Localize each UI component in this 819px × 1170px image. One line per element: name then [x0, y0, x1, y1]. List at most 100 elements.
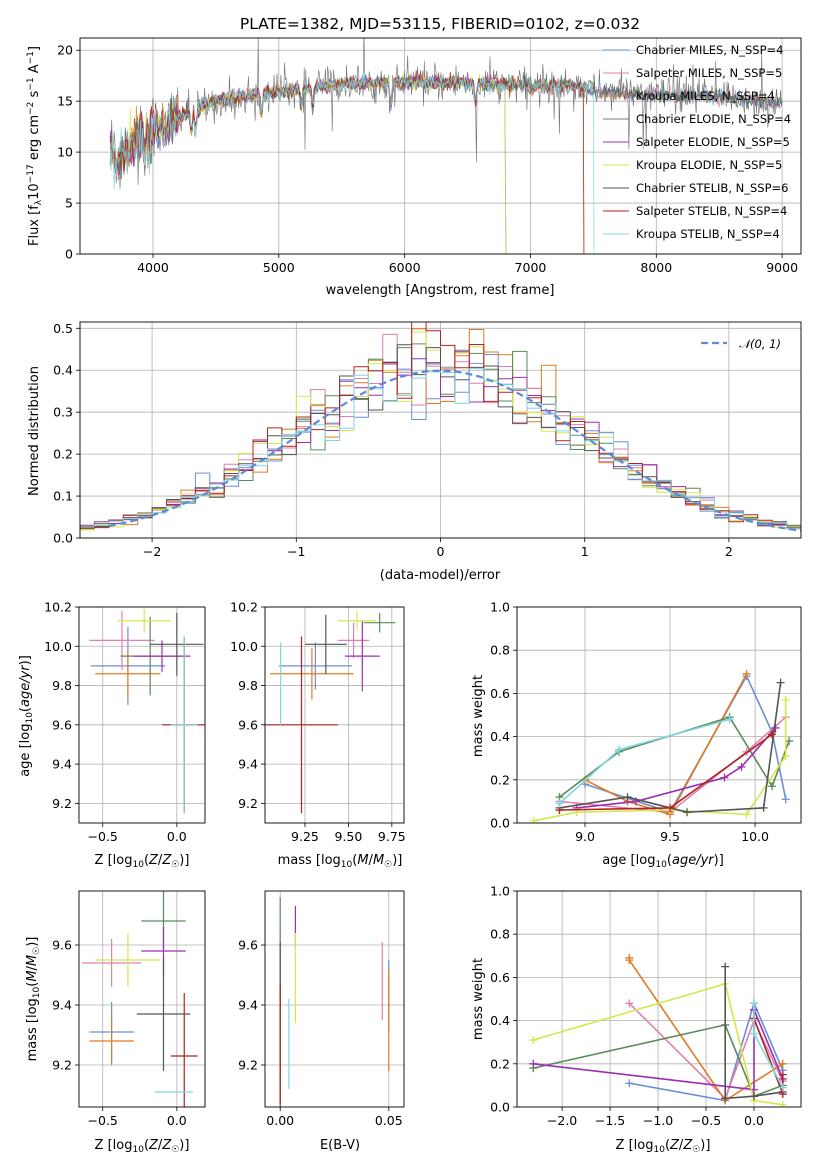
x-tick-label: −1 [287, 544, 305, 559]
x-tick-label: 0.0 [167, 829, 187, 844]
x-tick-label: 0.0 [744, 1113, 764, 1128]
mass-weight-vs-metallicity-panel: −2.0 −1.5 −1.0 −0.5 0.0 0.0 0.2 0.4 0.6 0.8 1.0 [490, 884, 802, 1128]
y-tick-label: 0.5 [53, 321, 73, 336]
x-tick-label: 9.50 [334, 829, 362, 844]
y-tick-label: 0.6 [490, 686, 510, 701]
mass-weight-marker [737, 762, 746, 771]
mass-weight-marker [529, 1036, 538, 1045]
mass-weight-marker [623, 793, 632, 802]
mass-weight-series-line [576, 727, 777, 809]
mass-weight-marker [778, 1070, 787, 1079]
mass-weight-marker [778, 1100, 787, 1107]
mass-weight-marker [615, 745, 624, 754]
spectrum-panel: 4000 5000 6000 7000 8000 9000 0 5 10 15 20 Chabrier… [57, 37, 802, 275]
residual-histogram [80, 368, 801, 538]
y-tick-label: 10.2 [230, 600, 258, 615]
y-tick-label: 9.4 [52, 998, 72, 1013]
mass-vs-EBV-xlabel: E(B-V) [320, 1138, 360, 1153]
mass-weight-vs-age-xlabel: age [log10(age/yr)] [602, 853, 724, 870]
mass-weight-marker [768, 730, 777, 739]
y-tick-label: 9.2 [238, 796, 258, 811]
x-tick-label: −0.5 [691, 1113, 721, 1128]
mass-weight-marker [781, 752, 790, 761]
mass-weight-marker [749, 999, 758, 1008]
y-tick-label: 0.0 [53, 531, 73, 546]
axes-frame [264, 606, 405, 824]
residuals-ylabel: Normed distribution [27, 366, 42, 496]
y-tick-label: 9.2 [238, 1058, 258, 1073]
mass-weight-marker [776, 678, 785, 687]
mass-weight-marker [781, 695, 790, 704]
x-tick-label: 9.5 [660, 829, 680, 844]
x-tick-label: −1.0 [643, 1113, 673, 1128]
mass-weight-marker [742, 669, 751, 678]
y-tick-label: 9.2 [52, 1058, 72, 1073]
mass-weight-series-line [533, 982, 783, 1106]
mass-weight-marker [759, 803, 768, 812]
y-tick-label: 9.4 [52, 757, 72, 772]
x-tick-label: −2 [143, 544, 161, 559]
x-tick-label: −2.0 [547, 1113, 577, 1128]
mass-weight-series-line [559, 716, 787, 814]
y-tick-label: 1.0 [490, 600, 510, 615]
y-tick-label: 10 [57, 145, 73, 160]
mass-weight-marker [666, 803, 675, 812]
axes-frame [79, 37, 802, 255]
x-tick-label: 4000 [137, 260, 169, 275]
y-tick-label: 20 [57, 43, 73, 58]
mass-weight-marker [625, 1079, 634, 1088]
y-tick-label: 0.4 [490, 729, 510, 744]
mass-weight-series-line [533, 1023, 784, 1098]
mass-weight-vs-age-ylabel: mass weight [471, 675, 486, 757]
y-tick-label: 0.4 [490, 1013, 510, 1028]
y-tick-label: 9.6 [52, 717, 72, 732]
mass-weight-series-line [533, 1009, 784, 1091]
mass-vs-Z-xlabel: Z [log10(Z/Z☉)] [95, 1138, 190, 1155]
axes-frame [516, 606, 802, 824]
axes-frame [264, 890, 405, 1108]
y-tick-label: 0.4 [53, 363, 73, 378]
mass-vs-metallicity-panel: −0.5 0.0 9.2 9.4 9.6 [52, 890, 206, 1128]
y-tick-label: 9.8 [238, 678, 258, 693]
legend-entry: 𝒩(0, 1) [739, 337, 781, 351]
x-tick-label: −0.5 [88, 1113, 118, 1128]
legend-entry: Chabrier ELODIE, N_SSP=4 [636, 112, 791, 126]
x-tick-label: 1 [581, 544, 589, 559]
mass-weight-marker [720, 773, 729, 782]
legend-entry: Kroupa ELODIE, N_SSP=5 [636, 158, 782, 172]
y-tick-label: 0.3 [53, 405, 73, 420]
model-spectrum-line [109, 72, 507, 254]
axes-frame [516, 890, 802, 1108]
mass-weight-vs-age-panel: 9.0 9.5 10.0 0.0 0.2 0.4 0.6 0.8 1.0 [490, 600, 802, 844]
y-tick-label: 10.2 [44, 600, 72, 615]
mass-weight-marker [742, 810, 751, 819]
legend-entry: Salpeter STELIB, N_SSP=4 [636, 204, 787, 218]
mass-weight-marker [778, 1083, 787, 1092]
mass-weight-vs-Z-xlabel: Z [log10(Z/Z☉)] [616, 1138, 711, 1155]
age-vs-mass-xlabel: mass [log10(M/M☉)] [278, 853, 403, 870]
y-tick-label: 0.2 [490, 1056, 510, 1071]
legend-entry: Chabrier MILES, N_SSP=4 [636, 43, 783, 57]
axes-frame [78, 606, 206, 824]
mass-vs-extinction-panel: 0.00 0.05 9.2 9.4 9.6 [238, 890, 405, 1128]
y-tick-label: 0.0 [490, 1100, 510, 1115]
model-spectrum-line [109, 72, 595, 254]
mass-weight-marker [555, 799, 564, 808]
mass-weight-marker [721, 1094, 730, 1103]
legend-entry: Salpeter MILES, N_SSP=5 [636, 66, 782, 80]
y-tick-label: 0.2 [490, 772, 510, 787]
normal-reference-curve [108, 369, 801, 532]
mass-weight-marker [749, 1092, 758, 1101]
x-tick-label: 5000 [263, 260, 295, 275]
y-tick-label: 1.0 [490, 884, 510, 899]
mass-weight-marker [778, 1059, 787, 1068]
x-tick-label: 2 [725, 544, 733, 559]
mass-weight-series-line [724, 966, 783, 1100]
axes-frame [78, 890, 206, 1108]
x-tick-label: 0.05 [375, 1113, 403, 1128]
mass-weight-marker [749, 1029, 758, 1038]
model-spectrum-line [109, 72, 507, 254]
axes-frame [79, 321, 802, 539]
x-tick-label: 0.00 [266, 1113, 294, 1128]
